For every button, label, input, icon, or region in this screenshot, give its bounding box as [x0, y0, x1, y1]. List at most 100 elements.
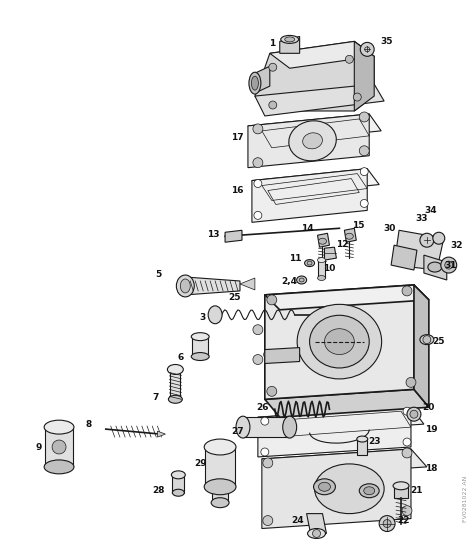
Text: 30: 30	[383, 224, 395, 233]
Circle shape	[420, 234, 434, 247]
Circle shape	[402, 286, 412, 296]
Circle shape	[261, 448, 269, 456]
Ellipse shape	[319, 238, 327, 244]
Text: 19: 19	[425, 425, 437, 434]
Ellipse shape	[318, 257, 326, 262]
Polygon shape	[170, 369, 180, 399]
Circle shape	[253, 124, 263, 134]
Ellipse shape	[289, 121, 337, 161]
Polygon shape	[318, 260, 326, 278]
Polygon shape	[240, 278, 255, 290]
Circle shape	[410, 410, 418, 418]
Polygon shape	[394, 486, 408, 498]
Polygon shape	[391, 245, 417, 270]
Polygon shape	[255, 41, 374, 111]
Text: 17: 17	[231, 133, 243, 142]
Ellipse shape	[315, 464, 384, 514]
Text: 35: 35	[381, 37, 393, 46]
Ellipse shape	[297, 276, 307, 284]
Text: 5: 5	[155, 270, 162, 279]
Text: 25: 25	[228, 294, 240, 302]
Circle shape	[423, 336, 431, 344]
Text: 24: 24	[292, 516, 304, 525]
Ellipse shape	[236, 416, 250, 438]
Ellipse shape	[204, 479, 236, 495]
Polygon shape	[270, 41, 374, 68]
Ellipse shape	[420, 335, 434, 345]
Ellipse shape	[191, 332, 209, 341]
Circle shape	[253, 158, 263, 168]
Text: 34: 34	[425, 206, 437, 215]
Circle shape	[359, 112, 369, 122]
Ellipse shape	[44, 460, 74, 474]
Ellipse shape	[191, 353, 209, 360]
Polygon shape	[280, 37, 300, 53]
Ellipse shape	[297, 304, 382, 379]
Polygon shape	[185, 277, 240, 295]
Circle shape	[253, 355, 263, 365]
Polygon shape	[345, 229, 356, 242]
Circle shape	[253, 325, 263, 335]
Circle shape	[403, 438, 411, 446]
Ellipse shape	[168, 395, 182, 403]
Circle shape	[379, 515, 395, 532]
Circle shape	[267, 386, 277, 396]
Ellipse shape	[285, 37, 295, 42]
Polygon shape	[265, 285, 429, 310]
Text: 15: 15	[352, 221, 365, 230]
Text: 3: 3	[199, 313, 205, 322]
Text: 27: 27	[232, 426, 244, 435]
Polygon shape	[45, 427, 73, 467]
Circle shape	[433, 232, 445, 244]
Text: 21: 21	[410, 486, 423, 495]
Ellipse shape	[313, 479, 336, 495]
Circle shape	[406, 378, 416, 388]
Circle shape	[263, 515, 273, 525]
Ellipse shape	[357, 436, 368, 442]
Polygon shape	[265, 389, 429, 417]
Ellipse shape	[310, 315, 369, 368]
Circle shape	[359, 146, 369, 156]
Circle shape	[346, 55, 353, 63]
Ellipse shape	[303, 133, 322, 149]
Polygon shape	[157, 431, 165, 437]
Polygon shape	[265, 285, 414, 399]
Ellipse shape	[359, 484, 379, 498]
Ellipse shape	[318, 276, 326, 280]
Polygon shape	[262, 449, 411, 529]
Polygon shape	[205, 447, 235, 486]
Ellipse shape	[308, 529, 326, 538]
Polygon shape	[307, 514, 327, 534]
Polygon shape	[325, 247, 337, 260]
Text: 2,4: 2,4	[282, 277, 298, 286]
Text: 23: 23	[368, 436, 381, 445]
Ellipse shape	[180, 279, 190, 293]
Polygon shape	[354, 41, 374, 111]
Ellipse shape	[208, 306, 222, 324]
Polygon shape	[258, 407, 424, 434]
Circle shape	[52, 440, 66, 454]
Ellipse shape	[283, 416, 297, 438]
Text: 13: 13	[207, 230, 219, 239]
Circle shape	[441, 257, 457, 273]
Text: 32: 32	[450, 241, 463, 250]
Polygon shape	[394, 230, 444, 270]
Text: 31: 31	[445, 261, 457, 270]
Text: 14: 14	[301, 224, 314, 233]
Polygon shape	[212, 486, 228, 503]
Ellipse shape	[299, 278, 304, 282]
Circle shape	[269, 63, 277, 71]
Polygon shape	[225, 230, 242, 242]
Ellipse shape	[204, 439, 236, 455]
Polygon shape	[252, 168, 367, 222]
Polygon shape	[252, 168, 379, 196]
Circle shape	[402, 448, 412, 458]
Ellipse shape	[346, 234, 353, 239]
Ellipse shape	[364, 486, 374, 495]
Circle shape	[360, 200, 368, 207]
Ellipse shape	[249, 72, 261, 94]
Circle shape	[360, 42, 374, 56]
Ellipse shape	[281, 36, 299, 43]
Circle shape	[353, 93, 361, 101]
Text: 11: 11	[290, 254, 302, 262]
